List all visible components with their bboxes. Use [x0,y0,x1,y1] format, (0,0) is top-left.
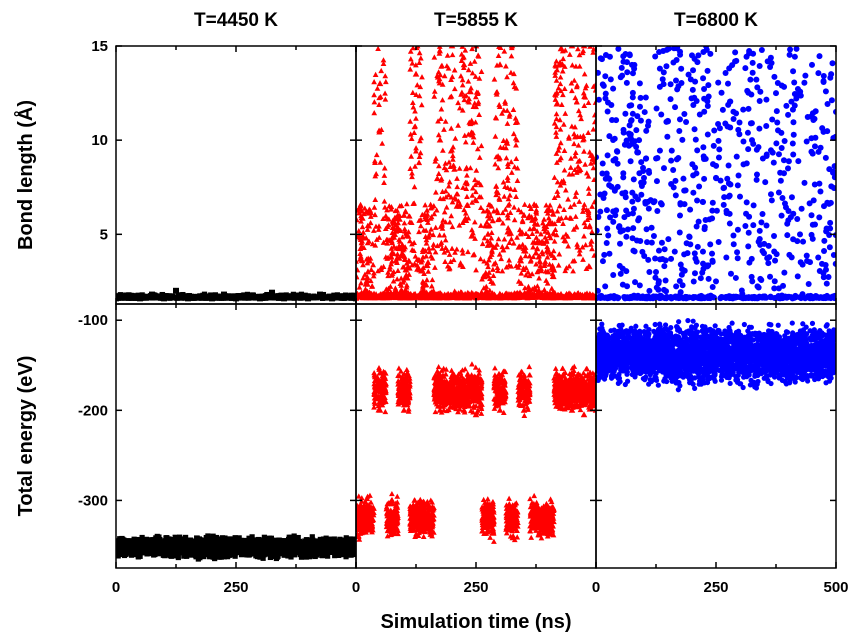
x-tick-label: 250 [223,579,248,596]
column-title-4450: T=4450 K [194,10,278,31]
x-tick-label: 250 [463,579,488,596]
x-axis-label: Simulation time (ns) [380,611,571,633]
series-bot-1 [356,361,596,544]
x-tick-label: 0 [592,579,600,596]
y-axis-label-bond-length: Bond length (Å) [13,100,37,250]
y-tick-labels: 5 10 15 -300 -200 -100 [78,38,108,509]
x-tick-label: 500 [823,579,848,596]
column-title-5855: T=5855 K [434,10,518,31]
series-top-2 [596,46,836,302]
y-tick-label: 10 [91,132,108,149]
column-title-6800: T=6800 K [674,10,758,31]
frame-bottom-4450 [115,303,357,569]
y-tick-label: 5 [100,226,108,243]
x-tick-label: 250 [703,579,728,596]
series-bot-2 [596,317,836,393]
data-marks [116,46,836,562]
y-tick-label: -100 [78,312,108,329]
y-tick-label: -200 [78,402,108,419]
frame-bottom-6800 [595,303,837,569]
series-top-0 [116,287,356,302]
series-top-1 [356,46,596,301]
frame-top-4450 [115,45,357,305]
x-tick-label: 0 [352,579,360,596]
series-bot-0 [116,533,356,562]
y-axis-label-total-energy: Total energy (eV) [15,356,37,517]
x-tick-label: 0 [112,579,120,596]
panel-frames [115,45,837,569]
x-tick-labels: 0 250 0 250 0 250 500 [112,579,849,596]
y-tick-label: 15 [91,38,108,55]
y-tick-label: -300 [78,492,108,509]
